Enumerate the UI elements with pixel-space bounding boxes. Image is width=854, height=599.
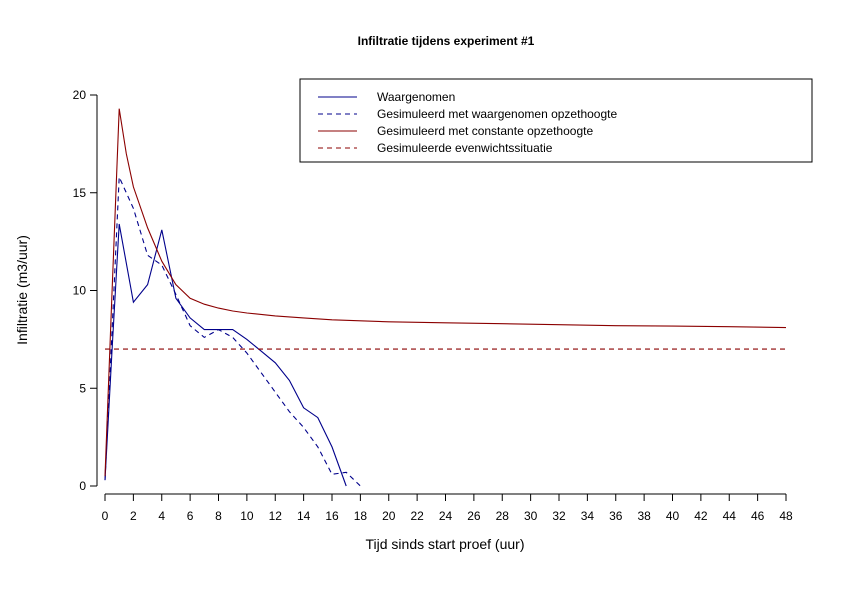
- x-tick-label: 6: [187, 509, 194, 523]
- x-tick-label: 36: [609, 509, 623, 523]
- legend-label-3: Gesimuleerde evenwichtssituatie: [377, 141, 553, 155]
- y-tick-label: 5: [79, 381, 86, 395]
- x-tick-label: 48: [779, 509, 793, 523]
- x-tick-label: 16: [325, 509, 339, 523]
- x-tick-label: 4: [158, 509, 165, 523]
- x-tick-label: 0: [102, 509, 109, 523]
- y-tick-label: 20: [73, 88, 87, 102]
- x-tick-label: 32: [552, 509, 566, 523]
- x-tick-label: 26: [467, 509, 481, 523]
- y-axis-label: Infiltratie (m3/uur): [14, 235, 30, 345]
- y-tick-label: 0: [79, 479, 86, 493]
- x-tick-label: 2: [130, 509, 137, 523]
- x-tick-label: 46: [751, 509, 765, 523]
- x-tick-label: 12: [269, 509, 283, 523]
- x-axis-label: Tijd sinds start proef (uur): [366, 536, 525, 552]
- x-tick-label: 18: [354, 509, 368, 523]
- x-tick-label: 8: [215, 509, 222, 523]
- legend-box: [299, 78, 813, 163]
- x-tick-label: 42: [694, 509, 708, 523]
- legend-label-0: Waargenomen: [377, 90, 455, 104]
- y-axis: 0 5 10 15 20: [73, 88, 98, 493]
- series-line-1: [104, 176, 361, 487]
- plot-area: [104, 108, 787, 487]
- x-tick-label: 40: [666, 509, 680, 523]
- x-tick-label: 10: [240, 509, 254, 523]
- legend-label-2: Gesimuleerd met constante opzethoogte: [377, 124, 593, 138]
- series-line-2: [104, 108, 787, 477]
- x-tick-label: 14: [297, 509, 311, 523]
- y-tick-label: 15: [73, 186, 87, 200]
- x-tick-label: 34: [581, 509, 595, 523]
- x-tick-label: 30: [524, 509, 538, 523]
- x-axis: 0 2 4 6 8 10 12 14 16 18 20 22 24 26 28 30 32 34 36 38 40 42 4…: [102, 493, 793, 523]
- y-tick-label: 10: [73, 284, 87, 298]
- x-tick-label: 22: [410, 509, 424, 523]
- x-tick-label: 24: [439, 509, 453, 523]
- x-tick-label: 38: [637, 509, 651, 523]
- legend: Waargenomen Gesimuleerd met waargenomen o…: [299, 78, 813, 163]
- chart-title: Infiltratie tijdens experiment #1: [358, 34, 535, 48]
- x-tick-label: 20: [382, 509, 396, 523]
- series-line-0: [104, 223, 347, 487]
- x-tick-label: 28: [496, 509, 510, 523]
- x-tick-label: 44: [723, 509, 737, 523]
- legend-label-1: Gesimuleerd met waargenomen opzethoogte: [377, 107, 617, 121]
